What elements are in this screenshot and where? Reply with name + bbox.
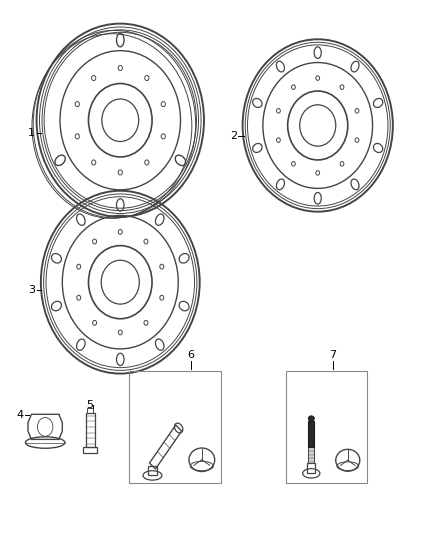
Text: 7: 7 (329, 350, 336, 360)
Bar (308, 421, 314, 447)
Ellipse shape (308, 416, 314, 421)
Bar (87, 408, 93, 413)
Bar (308, 447, 314, 463)
Bar (85, 413, 95, 447)
Text: 6: 6 (187, 350, 194, 360)
Text: 4: 4 (16, 410, 23, 421)
Bar (286, 371, 367, 483)
Bar (83, 447, 97, 453)
Bar (129, 371, 221, 483)
Text: 1: 1 (28, 128, 35, 138)
Text: 2: 2 (230, 131, 237, 141)
Text: 3: 3 (28, 285, 35, 295)
Text: 5: 5 (86, 400, 93, 410)
Bar (307, 463, 315, 473)
Bar (148, 466, 157, 475)
